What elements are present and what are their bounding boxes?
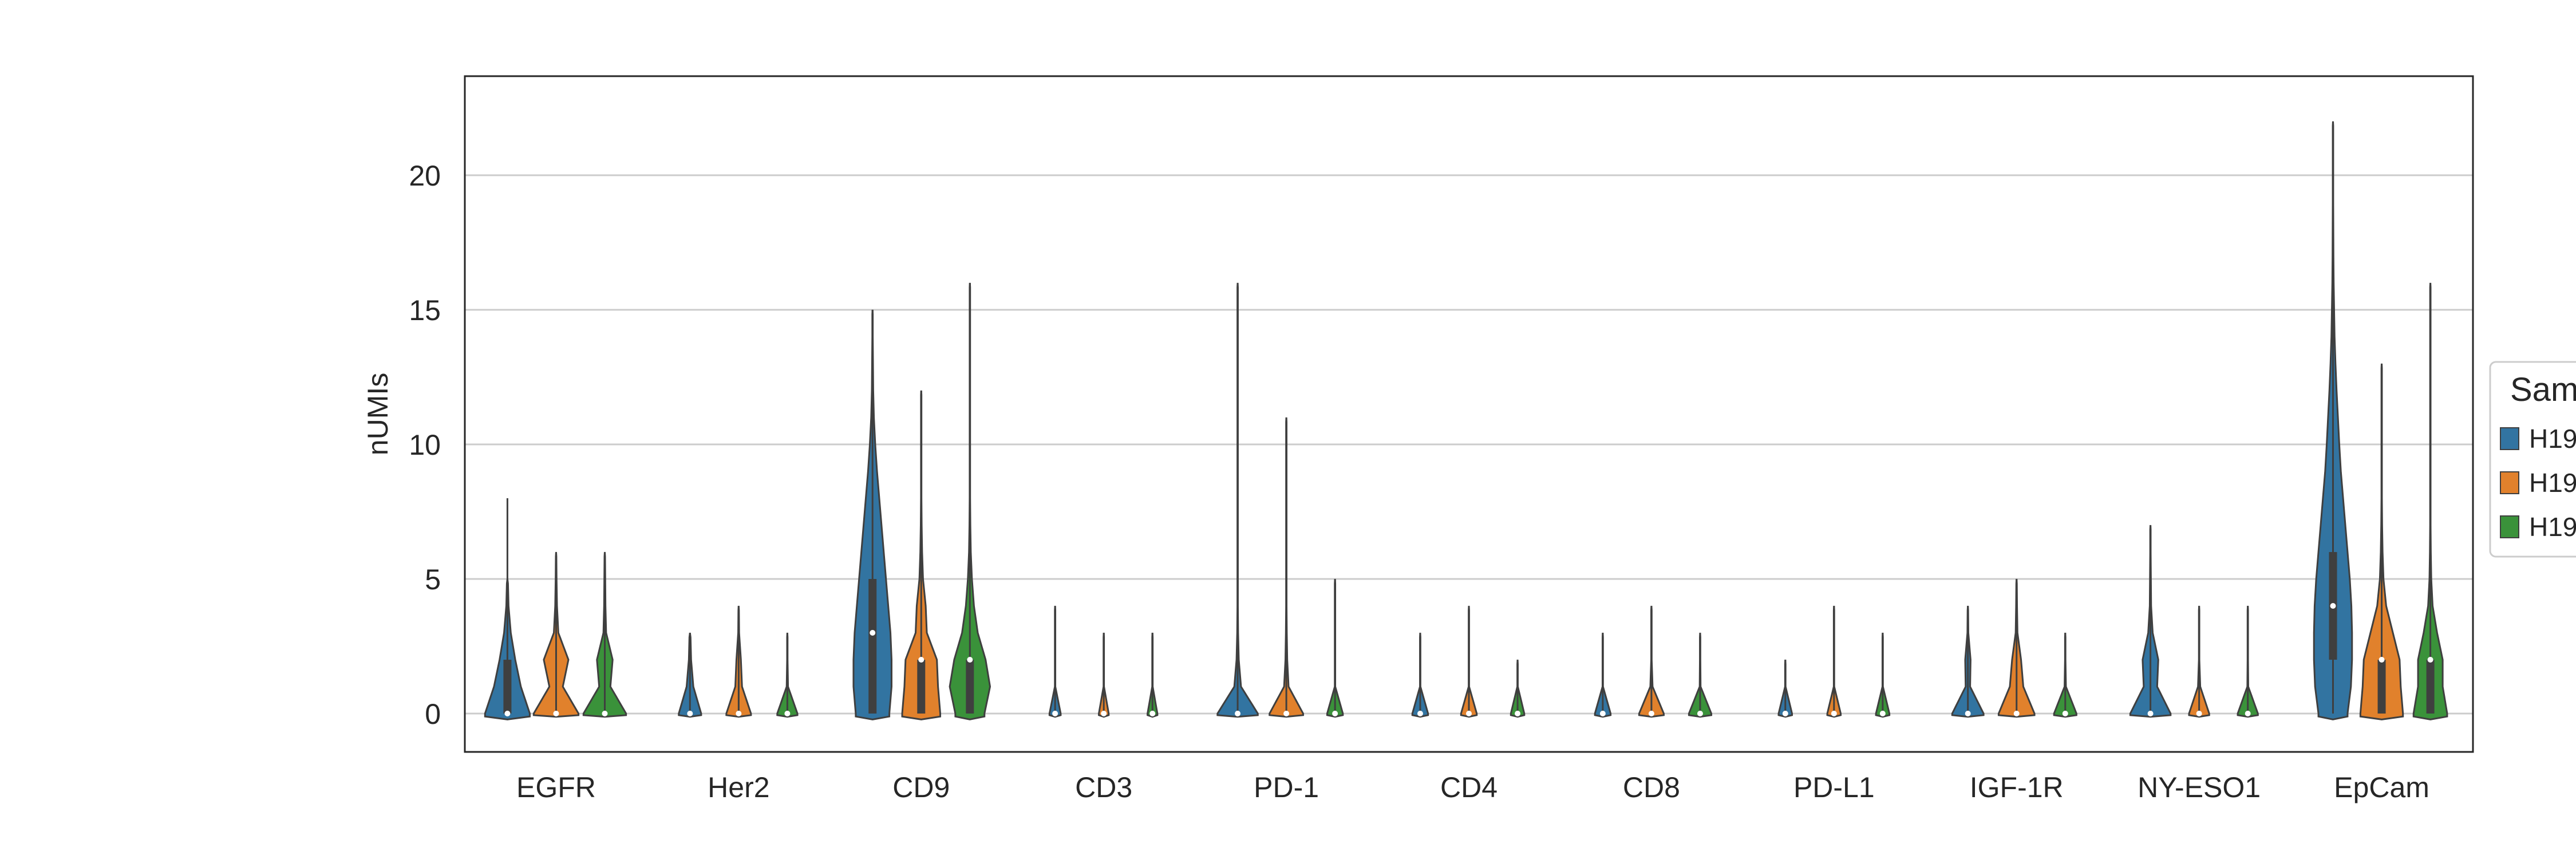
y-axis-label: nUMIs xyxy=(362,373,394,455)
x-tick-label: Her2 xyxy=(708,771,769,803)
violin-median-dot xyxy=(2245,711,2251,716)
violin-median-dot xyxy=(2196,711,2202,716)
violin-median-dot xyxy=(1782,711,1788,716)
violin-median-dot xyxy=(1332,711,1338,716)
violin-median-dot xyxy=(553,711,559,716)
violin-median-dot xyxy=(1879,711,1886,716)
violins xyxy=(484,121,2448,720)
violin-median-dot xyxy=(1965,711,1971,716)
legend-swatch xyxy=(2500,515,2519,538)
violin-median-dot xyxy=(2330,603,2336,609)
y-tick-label: 0 xyxy=(425,698,441,730)
x-tick-label: EpCam xyxy=(2334,771,2429,803)
legend: Sam H19 H19 H19 xyxy=(2489,361,2576,558)
violin-median-dot xyxy=(2379,657,2385,663)
x-tick-label: EGFR xyxy=(516,771,596,803)
violin-median-dot xyxy=(784,711,791,716)
x-axis-ticks: EGFR Her2 CD9 CD3 PD-1 CD4 CD8 PD-L1 IGF-1R NY-ES… xyxy=(516,771,2429,803)
violin-median-dot xyxy=(2013,711,2020,716)
violin-median-dot xyxy=(1052,711,1058,716)
legend-entry-label: H19 xyxy=(2529,512,2576,542)
legend-swatch xyxy=(2500,427,2519,450)
violin-median-dot xyxy=(2147,711,2154,716)
x-tick-label: NY-ESO1 xyxy=(2138,771,2261,803)
y-tick-label: 10 xyxy=(409,429,441,461)
violin-median-dot xyxy=(687,711,693,716)
y-tick-label: 15 xyxy=(409,294,441,326)
x-tick-label: PD-L1 xyxy=(1793,771,1875,803)
violin-median-dot xyxy=(1515,711,1521,716)
violin-median-dot xyxy=(1599,711,1606,716)
x-tick-label: IGF-1R xyxy=(1970,771,2064,803)
violin-median-dot xyxy=(1697,711,1703,716)
violin-median-dot xyxy=(2062,711,2068,716)
violin-median-dot xyxy=(1235,711,1241,716)
violin-median-dot xyxy=(967,657,973,663)
violin-median-dot xyxy=(602,711,608,716)
violin-median-dot xyxy=(870,630,876,636)
y-tick-label: 20 xyxy=(409,160,441,192)
violin-median-dot xyxy=(1831,711,1837,716)
legend-entry-label: H19 xyxy=(2529,468,2576,498)
x-tick-label: PD-1 xyxy=(1254,771,1319,803)
y-axis-ticks: 0 5 10 15 20 xyxy=(409,160,441,730)
violin-median-dot xyxy=(918,657,924,663)
violin-median-dot xyxy=(504,711,511,716)
violin-median-dot xyxy=(736,711,742,716)
x-tick-label: CD8 xyxy=(1623,771,1680,803)
legend-swatch xyxy=(2500,471,2519,494)
plot-frame xyxy=(464,75,2474,753)
violin-median-dot xyxy=(1149,711,1156,716)
y-tick-label: 5 xyxy=(425,564,441,596)
x-tick-label: CD4 xyxy=(1440,771,1498,803)
violin-median-dot xyxy=(1466,711,1472,716)
violin-median-dot xyxy=(2427,657,2433,663)
violin-median-dot xyxy=(1417,711,1423,716)
violin-median-dot xyxy=(1101,711,1107,716)
legend-frame xyxy=(2489,361,2576,558)
legend-title: Sam xyxy=(2510,371,2576,408)
violin-median-dot xyxy=(1283,711,1290,716)
violin-median-dot xyxy=(1648,711,1654,716)
legend-entry-label: H19 xyxy=(2529,424,2576,454)
x-tick-label: CD3 xyxy=(1075,771,1132,803)
x-tick-label: CD9 xyxy=(892,771,950,803)
